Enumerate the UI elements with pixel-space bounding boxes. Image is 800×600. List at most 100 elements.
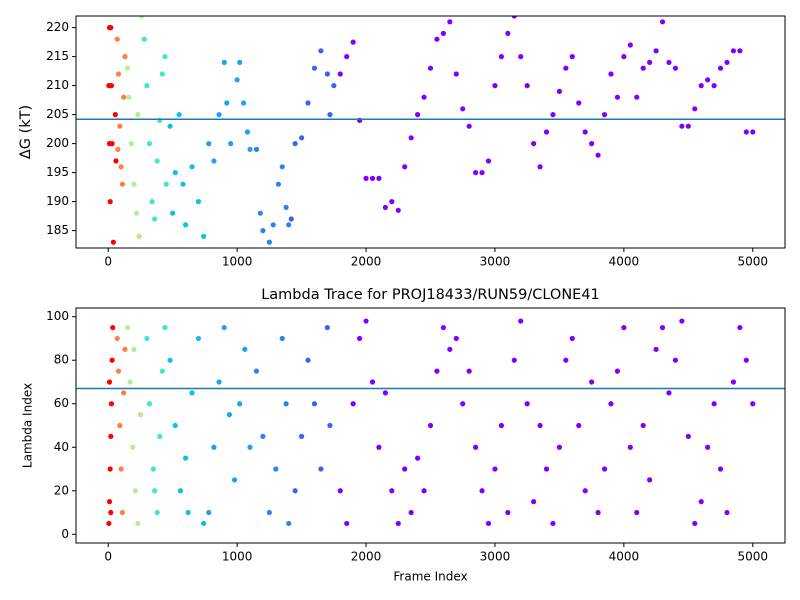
y-tick-label: 205 bbox=[46, 107, 69, 121]
data-point bbox=[569, 54, 575, 60]
plot-frame bbox=[75, 307, 786, 544]
data-point bbox=[576, 422, 582, 429]
data-point bbox=[118, 164, 124, 170]
data-point bbox=[589, 141, 595, 147]
data-point bbox=[162, 324, 168, 331]
data-point bbox=[275, 181, 281, 187]
data-point bbox=[369, 379, 376, 385]
data-point bbox=[206, 509, 212, 516]
data-point bbox=[247, 444, 253, 450]
data-point bbox=[327, 112, 333, 118]
data-point bbox=[132, 488, 138, 494]
data-point bbox=[298, 433, 305, 439]
data-point bbox=[685, 433, 691, 439]
data-point bbox=[434, 368, 440, 374]
data-point bbox=[146, 141, 153, 147]
data-point bbox=[601, 466, 608, 472]
data-point bbox=[524, 401, 530, 407]
data-point bbox=[556, 444, 563, 450]
data-point bbox=[608, 401, 614, 407]
x-tick-label: 3000 bbox=[480, 255, 511, 269]
data-point bbox=[531, 499, 537, 505]
data-point bbox=[395, 207, 401, 213]
data-point bbox=[576, 100, 582, 106]
data-point bbox=[305, 100, 311, 106]
data-point bbox=[659, 324, 666, 331]
data-point bbox=[537, 422, 543, 429]
data-point bbox=[556, 88, 563, 94]
y-tick-label: 0 bbox=[61, 527, 69, 541]
data-point bbox=[114, 36, 120, 42]
data-point bbox=[627, 444, 633, 450]
data-point bbox=[363, 318, 369, 324]
data-point bbox=[724, 509, 730, 516]
data-point bbox=[337, 71, 343, 77]
data-point bbox=[485, 158, 492, 164]
data-point bbox=[408, 509, 414, 516]
data-point bbox=[106, 499, 113, 505]
data-point bbox=[154, 509, 160, 516]
data-point bbox=[228, 141, 234, 147]
data-point bbox=[144, 83, 150, 89]
data-point bbox=[283, 204, 289, 210]
data-point bbox=[324, 324, 330, 331]
data-point bbox=[119, 181, 126, 187]
data-point bbox=[473, 170, 479, 176]
data-point bbox=[107, 199, 113, 205]
data-point bbox=[666, 59, 672, 65]
data-point bbox=[159, 71, 165, 77]
x-tick-label: 5000 bbox=[737, 255, 768, 269]
data-point bbox=[337, 488, 343, 494]
data-point bbox=[253, 146, 260, 152]
data-point bbox=[621, 54, 627, 60]
data-point bbox=[518, 54, 524, 60]
data-point bbox=[453, 335, 459, 342]
data-point bbox=[679, 318, 685, 324]
data-point bbox=[357, 335, 363, 342]
data-point bbox=[124, 324, 131, 331]
data-point bbox=[621, 324, 627, 331]
data-point bbox=[543, 129, 550, 135]
data-point bbox=[172, 170, 178, 176]
data-point bbox=[479, 170, 485, 176]
data-point bbox=[195, 335, 202, 342]
data-point bbox=[647, 59, 653, 65]
chart-title: Lambda Trace for PROJ18433/RUN59/CLONE41 bbox=[261, 287, 600, 303]
data-point bbox=[110, 239, 116, 245]
data-point bbox=[107, 466, 113, 472]
data-point bbox=[724, 59, 730, 65]
data-point bbox=[244, 129, 251, 135]
x-tick-label: 3000 bbox=[480, 550, 511, 564]
data-point bbox=[382, 204, 388, 210]
data-point bbox=[453, 71, 459, 77]
data-point bbox=[730, 379, 737, 385]
data-point bbox=[180, 181, 186, 187]
data-point bbox=[260, 228, 266, 234]
data-point bbox=[106, 379, 113, 385]
data-point bbox=[136, 233, 142, 239]
data-point bbox=[137, 412, 144, 418]
data-point bbox=[226, 412, 233, 418]
data-point bbox=[118, 466, 124, 472]
data-point bbox=[221, 324, 227, 331]
data-point bbox=[182, 222, 189, 228]
data-point bbox=[152, 488, 158, 494]
data-point bbox=[737, 48, 743, 54]
data-point bbox=[672, 65, 679, 71]
data-point bbox=[743, 129, 749, 135]
data-point bbox=[640, 65, 646, 71]
data-point bbox=[627, 42, 633, 48]
data-point bbox=[130, 444, 136, 450]
data-point bbox=[170, 210, 176, 216]
data-point bbox=[634, 509, 640, 516]
data-point bbox=[135, 112, 141, 118]
data-point bbox=[653, 346, 659, 352]
data-point bbox=[505, 30, 511, 36]
data-point bbox=[108, 25, 114, 31]
data-point bbox=[531, 141, 537, 147]
data-point bbox=[221, 59, 227, 65]
data-point bbox=[595, 509, 601, 516]
y-tick-label: 195 bbox=[46, 165, 69, 179]
data-point bbox=[511, 16, 517, 19]
data-point bbox=[582, 129, 588, 135]
